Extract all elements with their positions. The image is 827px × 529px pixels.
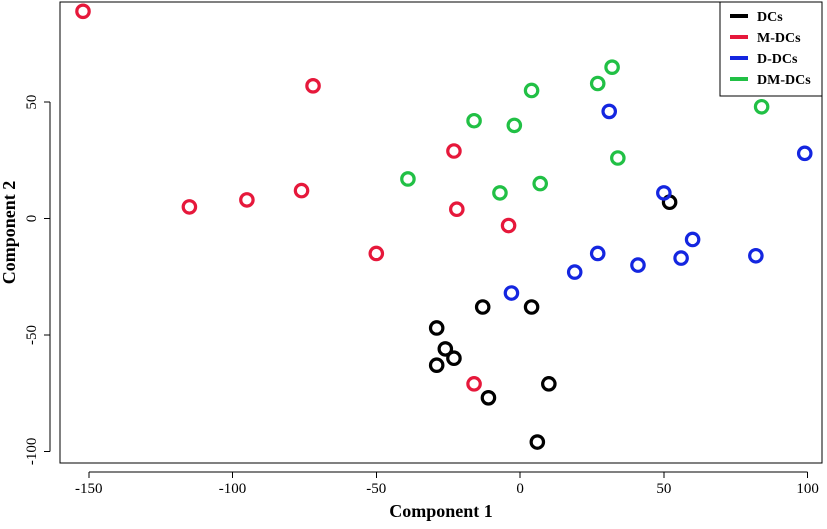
data-point-m-dcs [368, 245, 385, 262]
data-point-dm-dcs [506, 117, 523, 134]
y-tick-label: -100 [24, 438, 40, 466]
data-point-dm-dcs [523, 82, 540, 99]
plot-frame [59, 1, 823, 464]
data-points [75, 3, 813, 450]
data-point-m-dcs [239, 192, 255, 208]
x-axis-title: Component 1 [389, 501, 493, 521]
data-point-m-dcs [446, 143, 462, 159]
x-tick-label: -100 [219, 481, 247, 497]
data-point-dcs [428, 320, 445, 336]
data-point-d-dcs [748, 247, 764, 264]
legend-label-dm-dcs: DM-DCs [757, 73, 811, 88]
data-point-dm-dcs [492, 185, 508, 201]
data-point-dm-dcs [466, 112, 482, 129]
data-point-m-dcs [293, 182, 310, 199]
legend-label-d-dcs: D-DCs [757, 52, 798, 67]
data-point-dcs [529, 434, 546, 450]
data-point-d-dcs [673, 250, 689, 266]
legend-label-m-dcs: M-DCs [757, 31, 801, 46]
y-tick-label: 50 [24, 95, 40, 110]
data-point-dcs [523, 299, 540, 315]
data-point-m-dcs [449, 201, 465, 218]
data-point-dm-dcs [589, 75, 606, 92]
data-point-dcs [474, 299, 491, 315]
data-point-d-dcs [601, 103, 618, 120]
y-tick-label: -50 [24, 325, 40, 345]
data-point-m-dcs [75, 3, 91, 20]
data-point-d-dcs [630, 257, 646, 273]
data-point-m-dcs [181, 199, 198, 215]
data-point-dcs [480, 390, 497, 406]
data-point-d-dcs [566, 264, 583, 280]
data-point-d-dcs [684, 231, 701, 248]
x-tick-label: 50 [656, 481, 671, 497]
data-point-m-dcs [305, 78, 321, 94]
data-point-m-dcs [500, 217, 517, 234]
data-point-dm-dcs [610, 150, 626, 166]
data-point-dcs [541, 376, 557, 392]
data-point-dcs [428, 357, 445, 374]
data-point-dm-dcs [532, 175, 549, 192]
data-point-d-dcs [503, 285, 520, 301]
x-tick-label: 100 [796, 481, 819, 497]
legend-label-dcs: DCs [757, 10, 783, 25]
data-point-d-dcs [589, 245, 606, 262]
data-point-dcs [437, 341, 454, 357]
x-tick-label: -150 [75, 481, 103, 497]
data-point-dm-dcs [604, 59, 620, 75]
axes: -150 -100 -50 0 50 100 50 0 -50 -100 [24, 95, 819, 497]
x-tick-label: 0 [516, 481, 524, 497]
data-point-d-dcs [656, 185, 672, 201]
data-point-dm-dcs [753, 98, 770, 115]
y-tick-label: 0 [24, 215, 40, 223]
data-point-dcs [446, 350, 462, 367]
data-point-dm-dcs [400, 171, 416, 187]
legend: DCs M-DCs D-DCs DM-DCs [719, 1, 823, 97]
x-tick-label: -50 [366, 481, 386, 497]
data-point-d-dcs [796, 145, 813, 162]
data-point-m-dcs [466, 376, 482, 392]
y-axis-title: Component 2 [0, 181, 19, 285]
